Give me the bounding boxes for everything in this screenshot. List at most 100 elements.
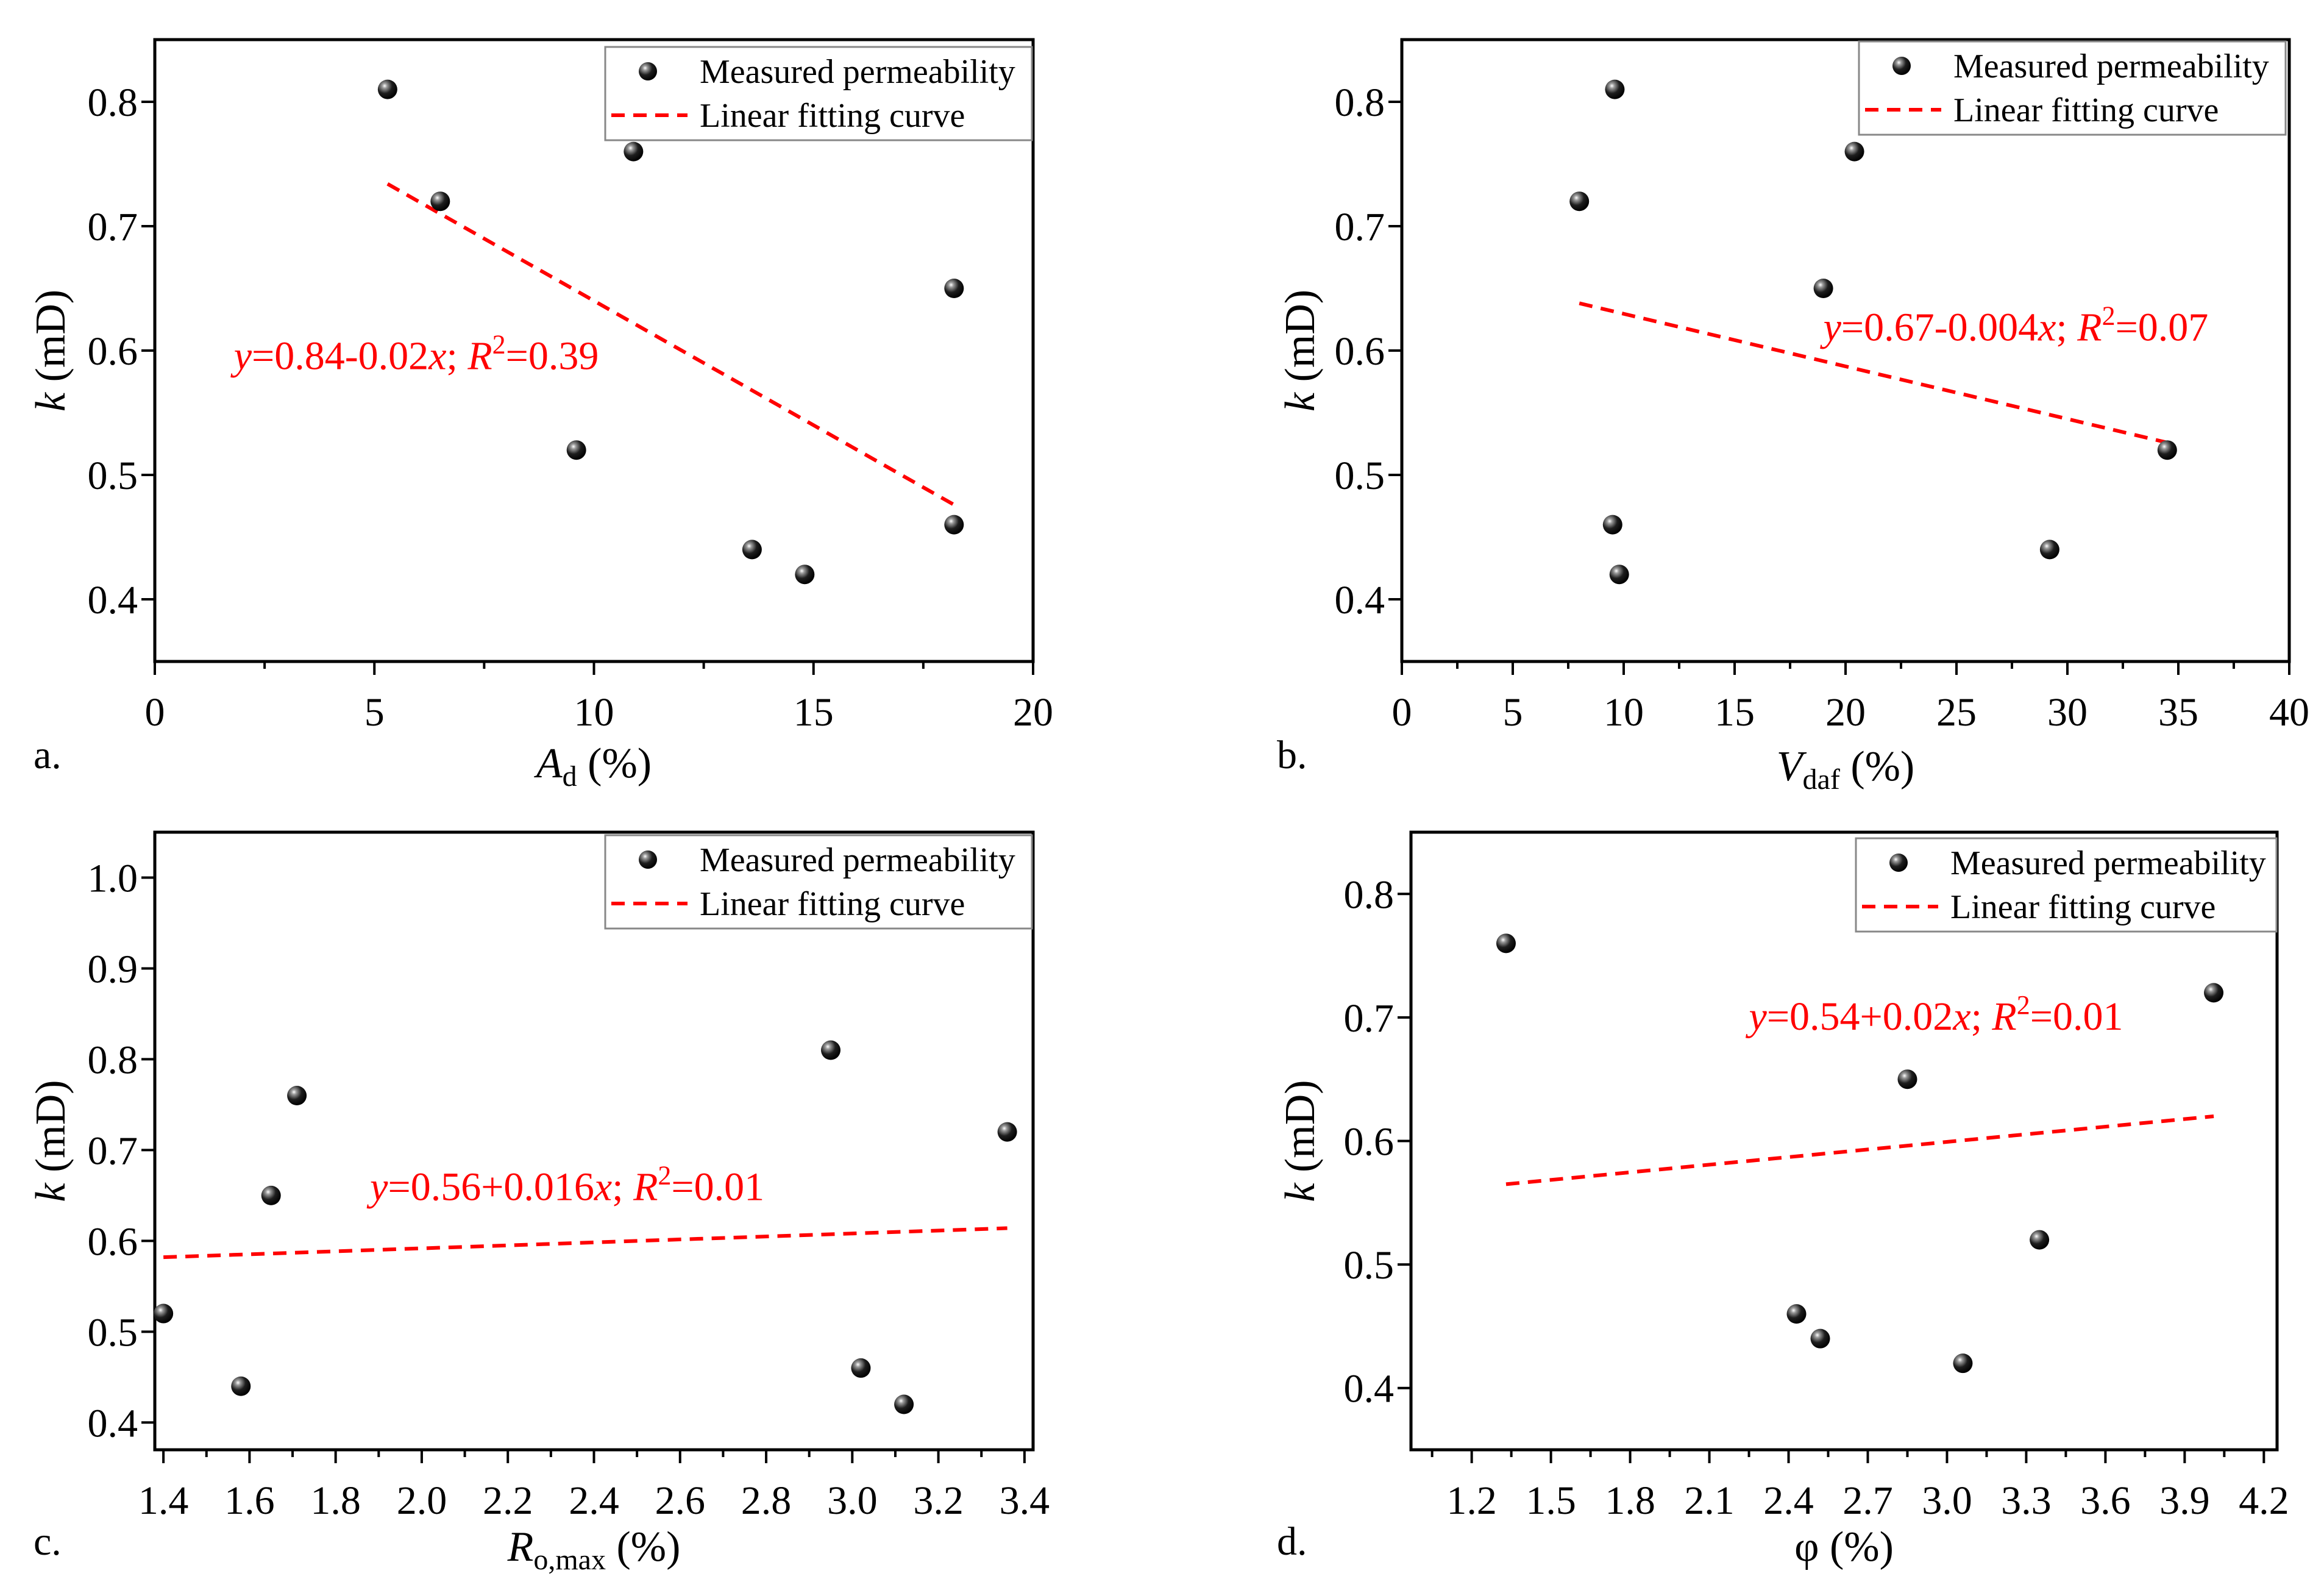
panel-letter: c. (34, 1519, 62, 1564)
y-tick-label: 0.4 (1335, 578, 1385, 622)
x-tick-label: 30 (2047, 690, 2088, 735)
y-tick-label: 0.5 (88, 454, 138, 498)
x-tick-label: 1.8 (1605, 1478, 1655, 1523)
x-axis-title: φ (%) (1794, 1524, 1894, 1570)
x-tick-label: 1.5 (1526, 1478, 1576, 1523)
data-point (1897, 1069, 1917, 1089)
fit-equation: y=0.54+0.02x; R2=0.01 (1746, 990, 2123, 1039)
x-tick-label: 25 (1936, 690, 1977, 735)
y-tick-label: 0.6 (88, 329, 138, 374)
fit-line (163, 1226, 1007, 1260)
x-tick-label: 3.4 (1000, 1478, 1050, 1523)
data-point (1602, 515, 1622, 535)
data-point (2157, 440, 2177, 460)
data-point (944, 515, 964, 535)
x-tick-label: 2.4 (1763, 1478, 1814, 1523)
data-point (894, 1394, 914, 1414)
legend: Measured permeability Linear fitting curv… (1858, 40, 2287, 136)
y-tick-label: 0.8 (1344, 872, 1395, 917)
data-point (1496, 933, 1516, 954)
y-tick-label: 0.4 (88, 1401, 138, 1446)
legend-box (604, 46, 1033, 141)
y-tick-label: 0.7 (88, 205, 138, 249)
x-tick-label: 35 (2158, 690, 2198, 735)
x-tick-label: 2.7 (1842, 1478, 1893, 1523)
data-point (2030, 1230, 2050, 1250)
y-tick-label: 0.5 (88, 1310, 138, 1355)
data-point (261, 1185, 281, 1205)
fit-line (1579, 301, 2168, 444)
y-axis-title: k (mD) (27, 1080, 74, 1202)
y-tick-label: 0.6 (88, 1219, 138, 1264)
x-tick-label: 3.2 (913, 1478, 964, 1523)
y-tick-label: 0.8 (88, 80, 138, 125)
y-tick-label: 0.6 (1344, 1120, 1395, 1164)
x-tick-label: 10 (1604, 690, 1644, 735)
legend-label-measured: Measured permeability (1950, 844, 2266, 882)
x-tick-label: 3.9 (2159, 1478, 2210, 1523)
legend-marker-measured (639, 62, 657, 80)
data-point (1609, 565, 1629, 585)
x-tick-label: 1.2 (1446, 1478, 1497, 1523)
data-point (287, 1086, 307, 1106)
y-tick-label: 0.8 (88, 1038, 138, 1082)
x-tick-label: 40 (2269, 690, 2309, 735)
x-tick-label: 4.2 (2239, 1478, 2289, 1523)
fit-equation: y=0.56+0.016x; R2=0.01 (366, 1160, 764, 1209)
x-tick-label: 0 (1392, 690, 1412, 735)
x-tick-label: 1.4 (138, 1478, 189, 1523)
chart-panel-3: 1.4 1.6 1.8 2.0 2.2 2.4 2.6 2.8 3.0 3.2 3.4 0.4 0.5 0… (27, 830, 1050, 1576)
data-point (566, 440, 586, 460)
data-point (851, 1358, 871, 1378)
y-tick-label: 0.4 (1344, 1367, 1395, 1411)
data-point (821, 1040, 841, 1060)
legend-marker-measured (1889, 854, 1908, 872)
legend-box (1858, 40, 2287, 136)
data-point (1844, 141, 1864, 162)
data-point (1953, 1353, 1973, 1374)
data-point (742, 540, 762, 560)
y-axis-title: k (mD) (1277, 1080, 1324, 1202)
x-tick-label: 1.8 (310, 1478, 361, 1523)
x-tick-label: 2.2 (483, 1478, 533, 1523)
x-tick-label: 15 (1715, 690, 1755, 735)
data-point (1605, 79, 1625, 99)
legend-marker-measured (639, 850, 657, 869)
data-point (1569, 191, 1590, 212)
x-tick-label: 15 (794, 690, 834, 735)
x-tick-label: 20 (1013, 690, 1053, 735)
legend: Measured permeability Linear fitting curv… (604, 834, 1033, 930)
chart-panel-2: 0 5 10 15 20 25 30 35 40 0.4 0.5 0.6 0.7 0.8 Vdaf (%) k… (1277, 38, 2309, 796)
legend-label-fit: Linear fitting curve (700, 97, 965, 135)
y-tick-label: 0.6 (1335, 329, 1385, 374)
legend-label-fit: Linear fitting curve (700, 885, 965, 923)
legend-label-measured: Measured permeability (700, 53, 1015, 91)
chart-panel-4: 1.2 1.5 1.8 2.1 2.4 2.7 3.0 3.3 3.6 3.9 4.2 0.4 0.5 0… (1277, 830, 2289, 1570)
x-tick-label: 0 (145, 690, 165, 735)
data-point (944, 279, 964, 298)
x-tick-label: 2.6 (655, 1478, 706, 1523)
x-tick-label: 2.8 (741, 1478, 792, 1523)
y-tick-label: 0.4 (88, 578, 138, 622)
data-point (1810, 1328, 1830, 1349)
data-point (2204, 983, 2224, 1003)
x-tick-label: 1.6 (224, 1478, 275, 1523)
legend-label-fit: Linear fitting curve (1950, 888, 2216, 926)
data-point (1813, 279, 1833, 298)
panel-letter: b. (1277, 733, 1307, 777)
data-point (430, 191, 450, 212)
x-axis-title: Ro,max (%) (507, 1524, 681, 1576)
x-tick-label: 3.3 (2001, 1478, 2052, 1523)
panel-letter: d. (1277, 1519, 1307, 1564)
y-tick-label: 0.5 (1344, 1243, 1395, 1288)
x-tick-label: 2.0 (397, 1478, 447, 1523)
x-tick-label: 10 (574, 690, 614, 735)
y-tick-label: 0.5 (1335, 454, 1385, 498)
legend-box (1855, 837, 2278, 933)
fit-line (1505, 1114, 2214, 1186)
legend-marker-measured (1892, 57, 1911, 75)
data-point (154, 1303, 174, 1324)
panel-letter: a. (34, 733, 62, 777)
y-tick-label: 0.7 (1335, 205, 1385, 249)
